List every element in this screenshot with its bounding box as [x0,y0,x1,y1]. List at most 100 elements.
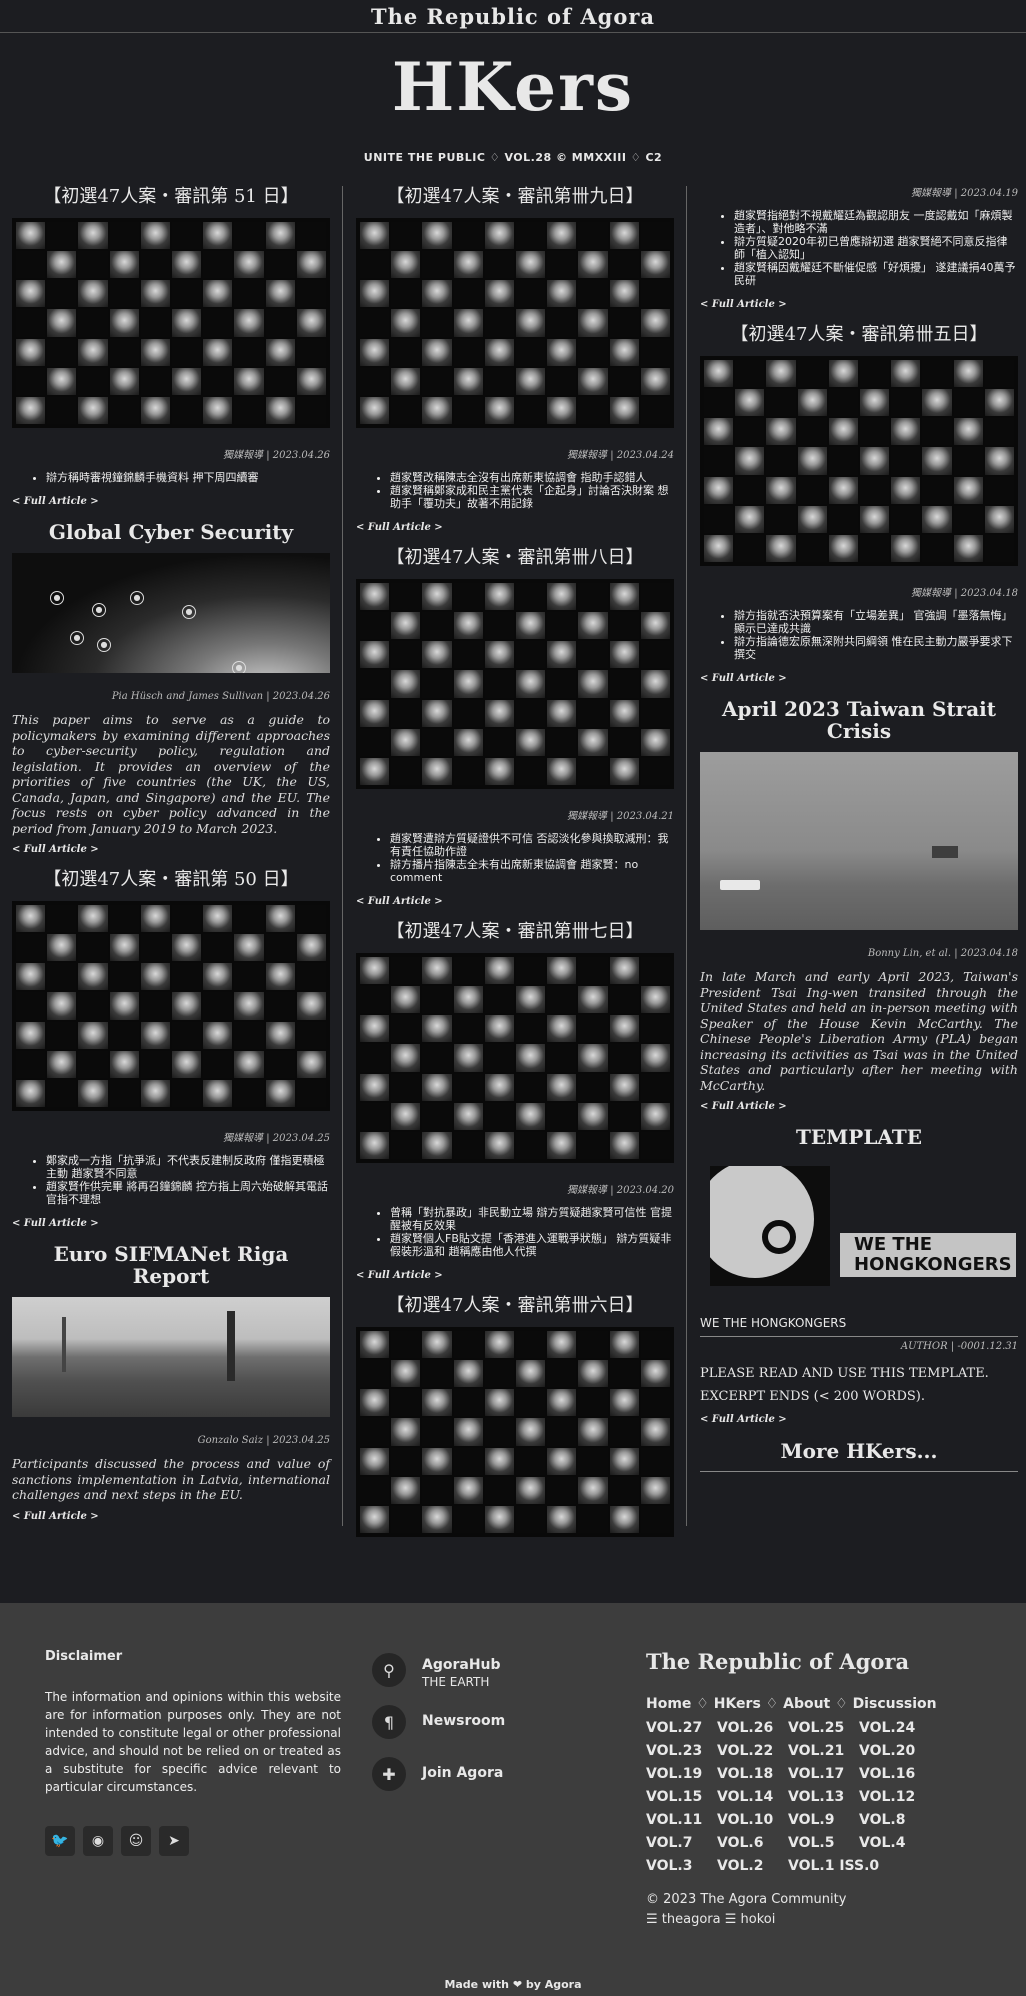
article-title[interactable]: 【初選47人案・審訊第卌七日】 [386,921,644,942]
volume-link[interactable]: VOL.2 [717,1858,764,1874]
volume-link[interactable]: VOL.8 [859,1812,906,1828]
volume-link[interactable]: VOL.4 [859,1835,906,1851]
defendant-portrait [360,986,390,1014]
volume-link[interactable]: VOL.20 [859,1743,916,1759]
more-hkers-link[interactable]: More HKers... [780,1439,938,1463]
article-title[interactable]: 【初選47人案・審訊第 50 日】 [43,869,299,890]
defendants-photo-grid[interactable] [12,901,330,1111]
taiwan-strait-image[interactable] [700,752,1018,930]
riga-city-image[interactable] [12,1297,330,1417]
footer-link-agorahub[interactable]: ⚲ AgoraHub THE EARTH [372,1653,612,1689]
defendant-portrait [422,1447,452,1475]
defendant-portrait [547,699,577,727]
defendant-portrait [453,699,483,727]
article-title[interactable]: April 2023 Taiwan Strait Crisis [721,697,997,743]
volume-link[interactable]: VOL.15 [646,1789,703,1805]
volume-link[interactable]: VOL.24 [859,1720,916,1736]
nav-home[interactable]: Home [646,1696,692,1712]
defendant-portrait [578,251,608,279]
volume-link[interactable]: VOL.19 [646,1766,703,1782]
we-the-hongkongers-image[interactable]: WE THE HONGKONGERS [700,1158,1018,1298]
full-article-link[interactable]: < Full Article > [356,1270,443,1281]
volume-link[interactable]: VOL.13 [788,1789,845,1805]
volume-link[interactable]: VOL.23 [646,1743,703,1759]
volume-link[interactable]: VOL.17 [788,1766,845,1782]
volume-link[interactable]: VOL.1 ISS.0 [788,1858,880,1874]
credits-links[interactable]: ☰ theagora ☰ hokoi [646,1912,776,1927]
footer-brand[interactable]: The Republic of Agora [646,1649,910,1674]
hkers-logo[interactable]: HKers [391,48,635,126]
defendant-portrait [16,934,46,962]
defendant-portrait [265,309,295,337]
defendant-portrait [766,418,796,446]
defendant-portrait [735,360,765,388]
full-article-link[interactable]: < Full Article > [12,496,99,507]
article-title[interactable]: 【初選47人案・審訊第卌六日】 [386,1295,644,1316]
article-title[interactable]: Global Cyber Security [48,520,294,544]
article-title[interactable]: TEMPLATE [796,1125,922,1149]
link-title[interactable]: AgoraHub [422,1657,501,1673]
full-article-link[interactable]: < Full Article > [700,1414,787,1425]
defendants-photo-grid[interactable] [700,356,1018,566]
telegram-icon[interactable]: ➤ [159,1826,189,1856]
nav-discussion[interactable]: Discussion [852,1696,937,1712]
full-article-link[interactable]: < Full Article > [12,1218,99,1229]
volume-link[interactable]: VOL.5 [788,1835,835,1851]
full-article-link[interactable]: < Full Article > [700,299,787,310]
defendants-photo-grid[interactable] [356,579,674,789]
volume-link[interactable]: VOL.16 [859,1766,916,1782]
defendant-portrait [953,505,983,533]
volume-link[interactable]: VOL.14 [717,1789,774,1805]
volume-link[interactable]: VOL.12 [859,1789,916,1805]
volume-link[interactable]: VOL.22 [717,1743,774,1759]
volume-link[interactable]: VOL.27 [646,1720,703,1736]
article-title[interactable]: 【初選47人案・審訊第卌八日】 [386,547,644,568]
article-title[interactable]: 【初選47人案・審訊第 51 日】 [43,186,299,207]
article-title[interactable]: Euro SIFMANet Riga Report [53,1242,289,1288]
volume-link[interactable]: VOL.25 [788,1720,845,1736]
full-article-link[interactable]: < Full Article > [12,1510,99,1522]
defendant-portrait [609,757,639,785]
defendant-portrait [78,905,108,933]
link-title[interactable]: Join Agora [422,1765,504,1781]
defendant-portrait [484,338,514,366]
volume-link[interactable]: VOL.7 [646,1835,693,1851]
volume-link[interactable]: VOL.9 [788,1812,835,1828]
volume-link[interactable]: VOL.18 [717,1766,774,1782]
defendant-portrait [640,1331,670,1359]
defendant-portrait [78,992,108,1020]
article-meta: 獨媒報導 | 2023.04.20 [567,1185,674,1196]
volume-link[interactable]: VOL.11 [646,1812,703,1828]
footer-link-join[interactable]: ✚ Join Agora [372,1757,612,1793]
github-icon[interactable]: ◉ [83,1826,113,1856]
full-article-link[interactable]: < Full Article > [700,1101,787,1112]
footer-link-newsroom[interactable]: ¶ Newsroom [372,1705,612,1741]
site-title[interactable]: The Republic of Agora [370,3,656,29]
nav-hkers[interactable]: HKers [713,1696,761,1712]
defendant-portrait [640,1505,670,1533]
cyber-globe-image[interactable]: ● ● ● ● ● ● ● [12,553,330,673]
defendants-photo-grid[interactable] [356,218,674,428]
twitter-icon[interactable]: 🐦 [45,1826,75,1856]
defendants-photo-grid[interactable] [356,1327,674,1537]
defendants-photo-grid[interactable] [356,953,674,1163]
defendant-portrait [516,1102,546,1130]
defendants-photo-grid[interactable] [12,218,330,428]
full-article-link[interactable]: < Full Article > [356,896,443,907]
full-article-link[interactable]: < Full Article > [356,522,443,533]
defendant-portrait [453,1131,483,1159]
link-title[interactable]: Newsroom [422,1713,506,1729]
volume-link[interactable]: VOL.3 [646,1858,693,1874]
nav-about[interactable]: About [783,1696,831,1712]
full-article-link[interactable]: < Full Article > [700,673,787,684]
volume-link[interactable]: VOL.21 [788,1743,845,1759]
volume-link[interactable]: VOL.6 [717,1835,764,1851]
defendant-portrait [547,396,577,424]
defendant-portrait [640,1015,670,1043]
article-title[interactable]: 【初選47人案・審訊第卌五日】 [730,324,988,345]
reddit-icon[interactable]: ☺ [121,1826,151,1856]
volume-link[interactable]: VOL.10 [717,1812,774,1828]
full-article-link[interactable]: < Full Article > [12,844,99,855]
volume-link[interactable]: VOL.26 [717,1720,774,1736]
article-title[interactable]: 【初選47人案・審訊第卌九日】 [386,186,644,207]
